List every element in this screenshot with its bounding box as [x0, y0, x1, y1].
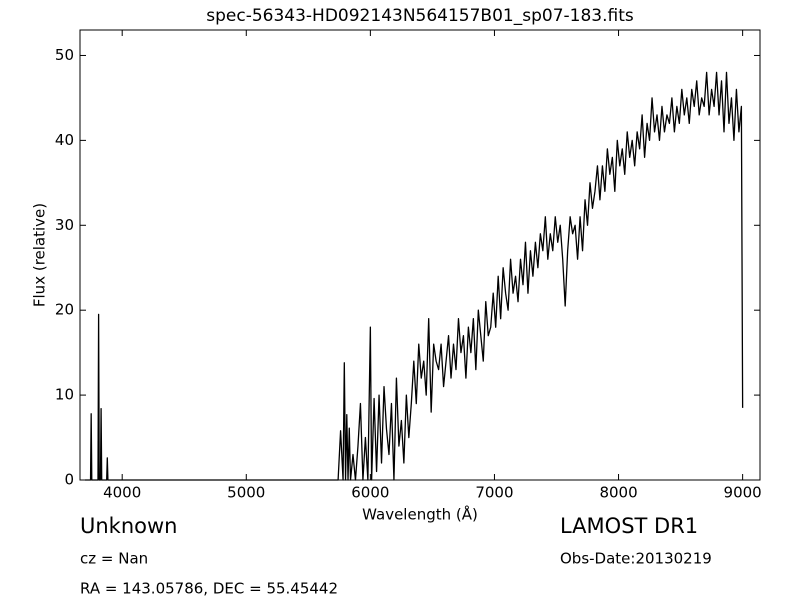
- y-tick-label: 40: [55, 131, 74, 149]
- chart-title: spec-56343-HD092143N564157B01_sp07-183.f…: [206, 6, 634, 26]
- x-tick-label: 7000: [475, 484, 513, 502]
- y-tick-label: 50: [55, 46, 74, 64]
- x-tick-label: 4000: [103, 484, 141, 502]
- plot-frame: [79, 29, 761, 481]
- x-tick-label: 5000: [227, 484, 265, 502]
- y-tick-label: 20: [55, 301, 74, 319]
- y-axis-label: Flux (relative): [31, 203, 49, 307]
- annotation: Obs-Date:20130219: [560, 550, 712, 568]
- annotation: RA = 143.05786, DEC = 55.45442: [80, 580, 338, 598]
- annotation: Unknown: [80, 514, 177, 538]
- annotation: LAMOST DR1: [560, 514, 698, 538]
- annotation: cz = Nan: [80, 550, 148, 568]
- y-tick-label: 10: [55, 386, 74, 404]
- x-tick-label: 6000: [351, 484, 389, 502]
- x-axis-label: Wavelength (Å): [362, 505, 478, 524]
- x-tick-label: 8000: [599, 484, 637, 502]
- y-tick-label: 0: [64, 471, 74, 489]
- y-tick-label: 30: [55, 216, 74, 234]
- x-tick-label: 9000: [724, 484, 762, 502]
- spectrum-line: [84, 71, 744, 481]
